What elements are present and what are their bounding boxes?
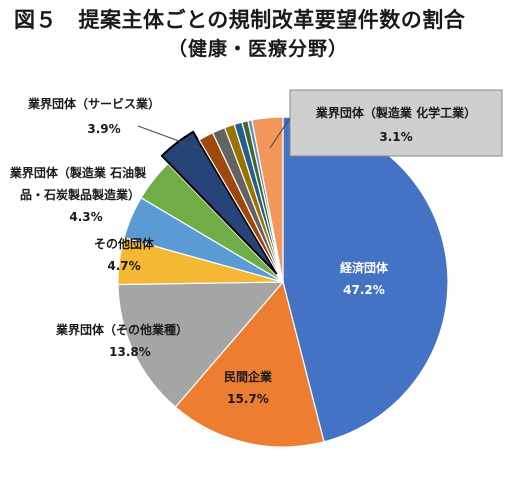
- label-service-name: 業界団体（サービス業）: [27, 96, 160, 111]
- callout-kagaku: [289, 89, 503, 157]
- label-minkan-pct: 15.7%: [227, 392, 269, 406]
- chart-subtitle: （健康・医療分野）: [167, 38, 348, 60]
- label-kagaku-name: 業界団体（製造業 化学工業）: [315, 105, 476, 120]
- label-kagaku-pct: 3.1%: [379, 130, 412, 144]
- label-keizai-name: 経済団体: [340, 260, 389, 275]
- label-sekiyu-line2: 品・石炭製品製造業）: [20, 187, 140, 202]
- pie-slice-1: [174, 280, 325, 448]
- pie-slice-2: [117, 281, 285, 408]
- leader-line-kagaku: [269, 117, 291, 149]
- chart-title: 図５ 提案主体ごとの規制改革要望件数の割合: [14, 8, 466, 32]
- leader-line-service: [137, 125, 199, 149]
- pie-slice-6: [160, 130, 278, 275]
- pie-slice-13: [251, 116, 284, 283]
- label-sekiyu-pct: 4.3%: [69, 210, 102, 224]
- pie-slices: [117, 116, 449, 448]
- label-keizai-pct: 47.2%: [343, 283, 385, 297]
- label-minkan-name: 民間企業: [224, 369, 273, 384]
- label-service-pct: 3.9%: [87, 122, 120, 136]
- pie-slice-5: [140, 162, 284, 283]
- label-sekiyu-line1: 業界団体（製造業 石油製: [9, 165, 147, 180]
- label-sonota-gyoshu-pct: 13.8%: [109, 345, 151, 359]
- label-sonota-gyoshu-name: 業界団体（その他業種）: [55, 322, 188, 337]
- label-sonota-dantai-pct: 4.7%: [107, 259, 140, 273]
- label-sonota-dantai-name: その他団体: [94, 236, 155, 251]
